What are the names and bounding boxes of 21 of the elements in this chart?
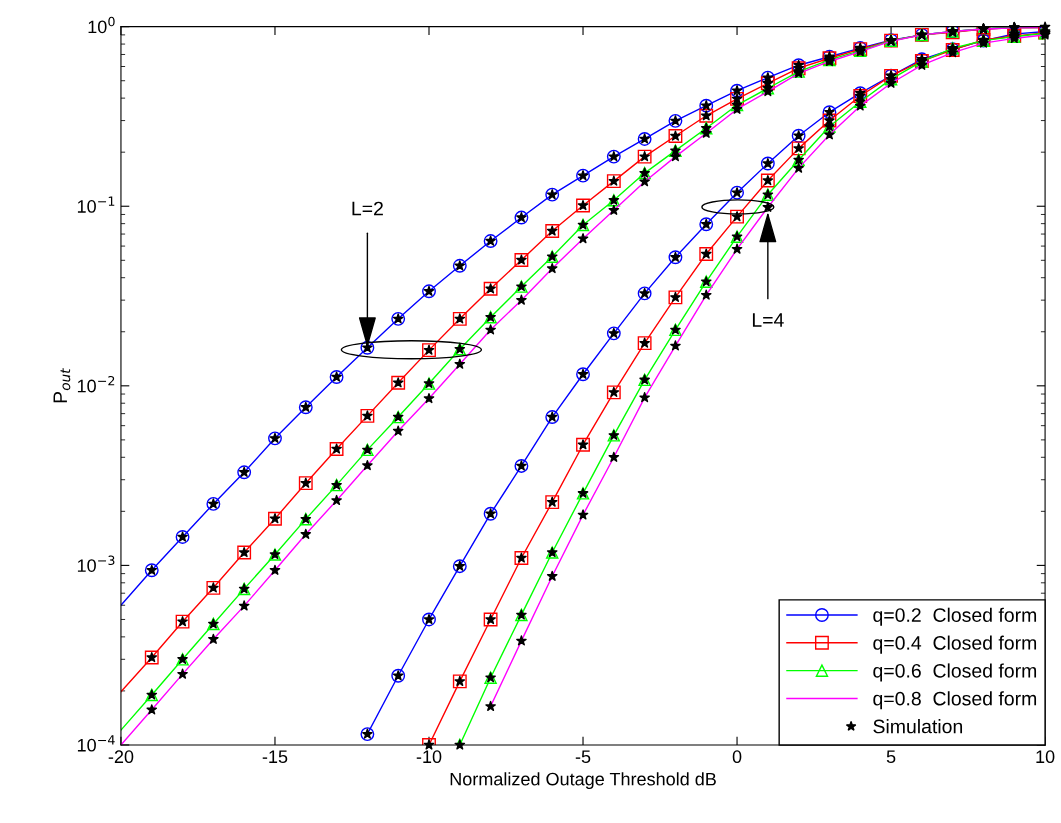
- annotation: L=2: [352, 201, 383, 216]
- x-tick-label: -5: [575, 750, 591, 764]
- legend-label: q=0.6 Closed form: [873, 663, 1037, 682]
- y-tick-label: 10$^{−3}$: [77, 555, 115, 572]
- y-axis-title: P$_{out}$: [53, 368, 71, 403]
- x-tick-label: -15: [262, 750, 288, 764]
- legend-label: q=0.2 Closed form: [873, 607, 1037, 626]
- y-tick-label: 10$^{−1}$: [77, 196, 115, 213]
- legend-label: q=0.4 Closed form: [873, 635, 1037, 654]
- x-tick-label: 5: [886, 750, 896, 764]
- annotation: L=4: [752, 313, 784, 327]
- x-tick-label: -10: [416, 750, 442, 764]
- x-tick-label: -20: [108, 750, 134, 764]
- legend-label: q=0.8 Closed form: [873, 691, 1037, 710]
- x-axis-title: Normalized Outage Threshold dB: [450, 772, 716, 790]
- y-tick-label: 10$^{−2}$: [77, 375, 115, 393]
- y-tick-label: 10$^{−4}$: [77, 735, 115, 752]
- y-tick-label: 10$^{0}$: [88, 16, 115, 34]
- x-tick-label: 0: [732, 750, 742, 764]
- x-tick-label: 10: [1036, 750, 1055, 764]
- legend-label: Simulation: [873, 719, 963, 734]
